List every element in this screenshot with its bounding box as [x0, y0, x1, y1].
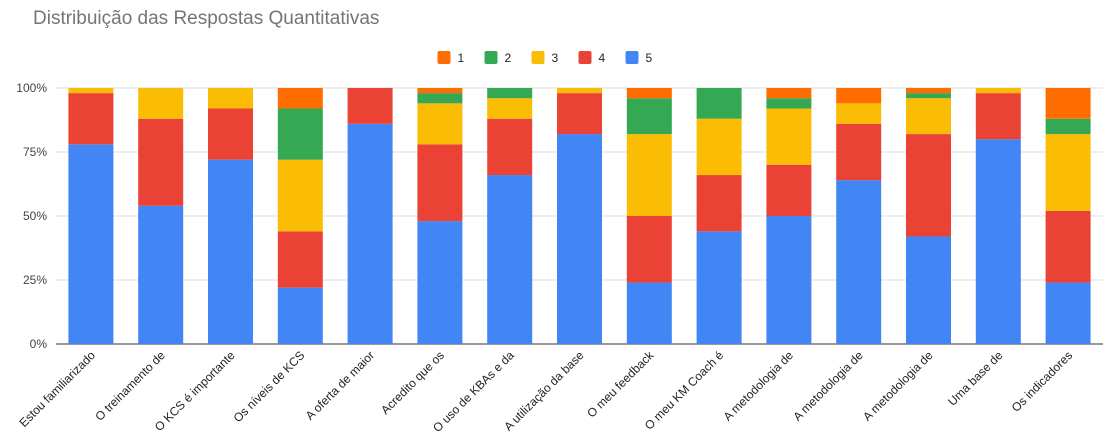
legend-item-4: 4: [578, 51, 606, 65]
bar-segment-4: [68, 93, 114, 145]
legend-label: 5: [646, 51, 653, 65]
bar-segment-5: [417, 221, 463, 344]
bar-segment-4: [277, 231, 323, 288]
bar-segment-3: [1045, 134, 1091, 211]
bar-segment-3: [68, 88, 114, 94]
bar-segment-4: [138, 118, 184, 206]
legend-item-3: 3: [531, 51, 559, 65]
legend-label: 3: [552, 51, 559, 65]
x-category-label: O meu KM Coach é: [642, 348, 727, 433]
bar-segment-5: [208, 159, 253, 344]
x-category-label: Os indicadores: [1009, 348, 1076, 415]
legend-swatch: [531, 51, 545, 64]
bar-segment-4: [626, 216, 672, 283]
bar-segment-5: [1045, 282, 1091, 344]
bar-segment-3: [557, 88, 602, 94]
bar-segment-4: [975, 93, 1021, 140]
y-axis-ticks: 0% 25% 50% 75% 100%: [16, 81, 47, 351]
bar-segment-1: [277, 88, 323, 109]
bar-segment-4: [766, 164, 812, 216]
bar-segment-3: [975, 88, 1021, 94]
bar-segment-3: [836, 103, 882, 124]
bar-segment-4: [906, 134, 951, 237]
legend-label: 4: [599, 51, 606, 65]
legend-item-5: 5: [625, 51, 653, 65]
legend-swatch: [578, 51, 592, 64]
bar-segment-1: [906, 88, 951, 94]
bar-segment-5: [906, 236, 951, 344]
x-category-label: Acredito que os: [378, 348, 447, 417]
y-tick-label: 50%: [23, 209, 47, 223]
bar-segment-5: [487, 175, 533, 344]
x-category-label: O treinamento de: [92, 348, 168, 424]
bar-segment-1: [417, 88, 463, 94]
bar-segment-5: [836, 180, 882, 344]
y-tick-label: 100%: [16, 81, 47, 95]
legend-swatch: [437, 51, 451, 64]
x-category-label: Estou familiarizado: [16, 348, 98, 430]
legend-item-2: 2: [484, 51, 512, 65]
x-category-label: O meu feedback: [584, 348, 657, 421]
legend-label: 1: [458, 51, 465, 65]
legend-swatch: [484, 51, 498, 64]
bar-segment-4: [417, 144, 463, 222]
bars: [68, 88, 1091, 344]
legend-label: 2: [505, 51, 512, 65]
x-category-label: Os níveis de KCS: [231, 348, 308, 425]
bar-segment-5: [626, 282, 672, 344]
x-category-label: A metodologia de: [860, 348, 936, 424]
bar-segment-4: [557, 93, 602, 135]
bar-segment-3: [138, 88, 184, 119]
y-tick-label: 0%: [30, 337, 48, 351]
bar-segment-4: [696, 175, 742, 232]
bar-segment-2: [417, 93, 463, 104]
bar-segment-3: [766, 108, 812, 165]
bar-segment-1: [836, 88, 882, 104]
bar-segment-2: [487, 88, 533, 99]
bar-segment-3: [208, 88, 253, 109]
legend: 1 2 3 4 5: [437, 51, 653, 65]
bar-segment-4: [208, 108, 253, 160]
bar-segment-2: [277, 108, 323, 160]
x-category-label: A metodologia de: [721, 348, 797, 424]
bar-segment-3: [417, 103, 463, 145]
bar-segment-2: [626, 98, 672, 135]
bar-segment-3: [487, 98, 533, 119]
bar-segment-2: [766, 98, 812, 109]
bar-segment-1: [766, 88, 812, 99]
bar-segment-1: [1045, 88, 1091, 119]
chart-title: Distribuição das Respostas Quantitativas: [33, 8, 380, 29]
x-category-label: A oferta de maior: [303, 348, 378, 423]
bar-segment-2: [696, 88, 742, 119]
bar-segment-3: [696, 118, 742, 176]
bar-segment-5: [557, 134, 602, 344]
bar-segment-3: [906, 98, 951, 135]
bar-segment-5: [347, 123, 393, 344]
bar-segment-4: [347, 88, 393, 124]
bar-segment-4: [836, 123, 882, 181]
y-tick-label: 25%: [23, 273, 47, 287]
bar-segment-4: [1045, 210, 1091, 283]
y-tick-label: 75%: [23, 145, 47, 159]
bar-segment-5: [277, 287, 323, 344]
bar-segment-5: [696, 231, 742, 344]
legend-swatch: [625, 51, 639, 64]
bar-segment-5: [766, 216, 812, 344]
bar-segment-5: [68, 144, 114, 344]
bar-segment-5: [138, 205, 184, 344]
x-category-label: A metodologia de: [790, 348, 866, 424]
bar-segment-2: [1045, 118, 1091, 135]
bar-segment-3: [277, 159, 323, 232]
legend-item-1: 1: [437, 51, 465, 65]
bar-segment-5: [975, 139, 1021, 344]
x-category-label: Uma base de: [945, 348, 1006, 409]
bar-segment-3: [626, 134, 672, 216]
bar-segment-1: [626, 88, 672, 99]
bar-segment-2: [906, 93, 951, 99]
bar-segment-4: [487, 118, 533, 176]
